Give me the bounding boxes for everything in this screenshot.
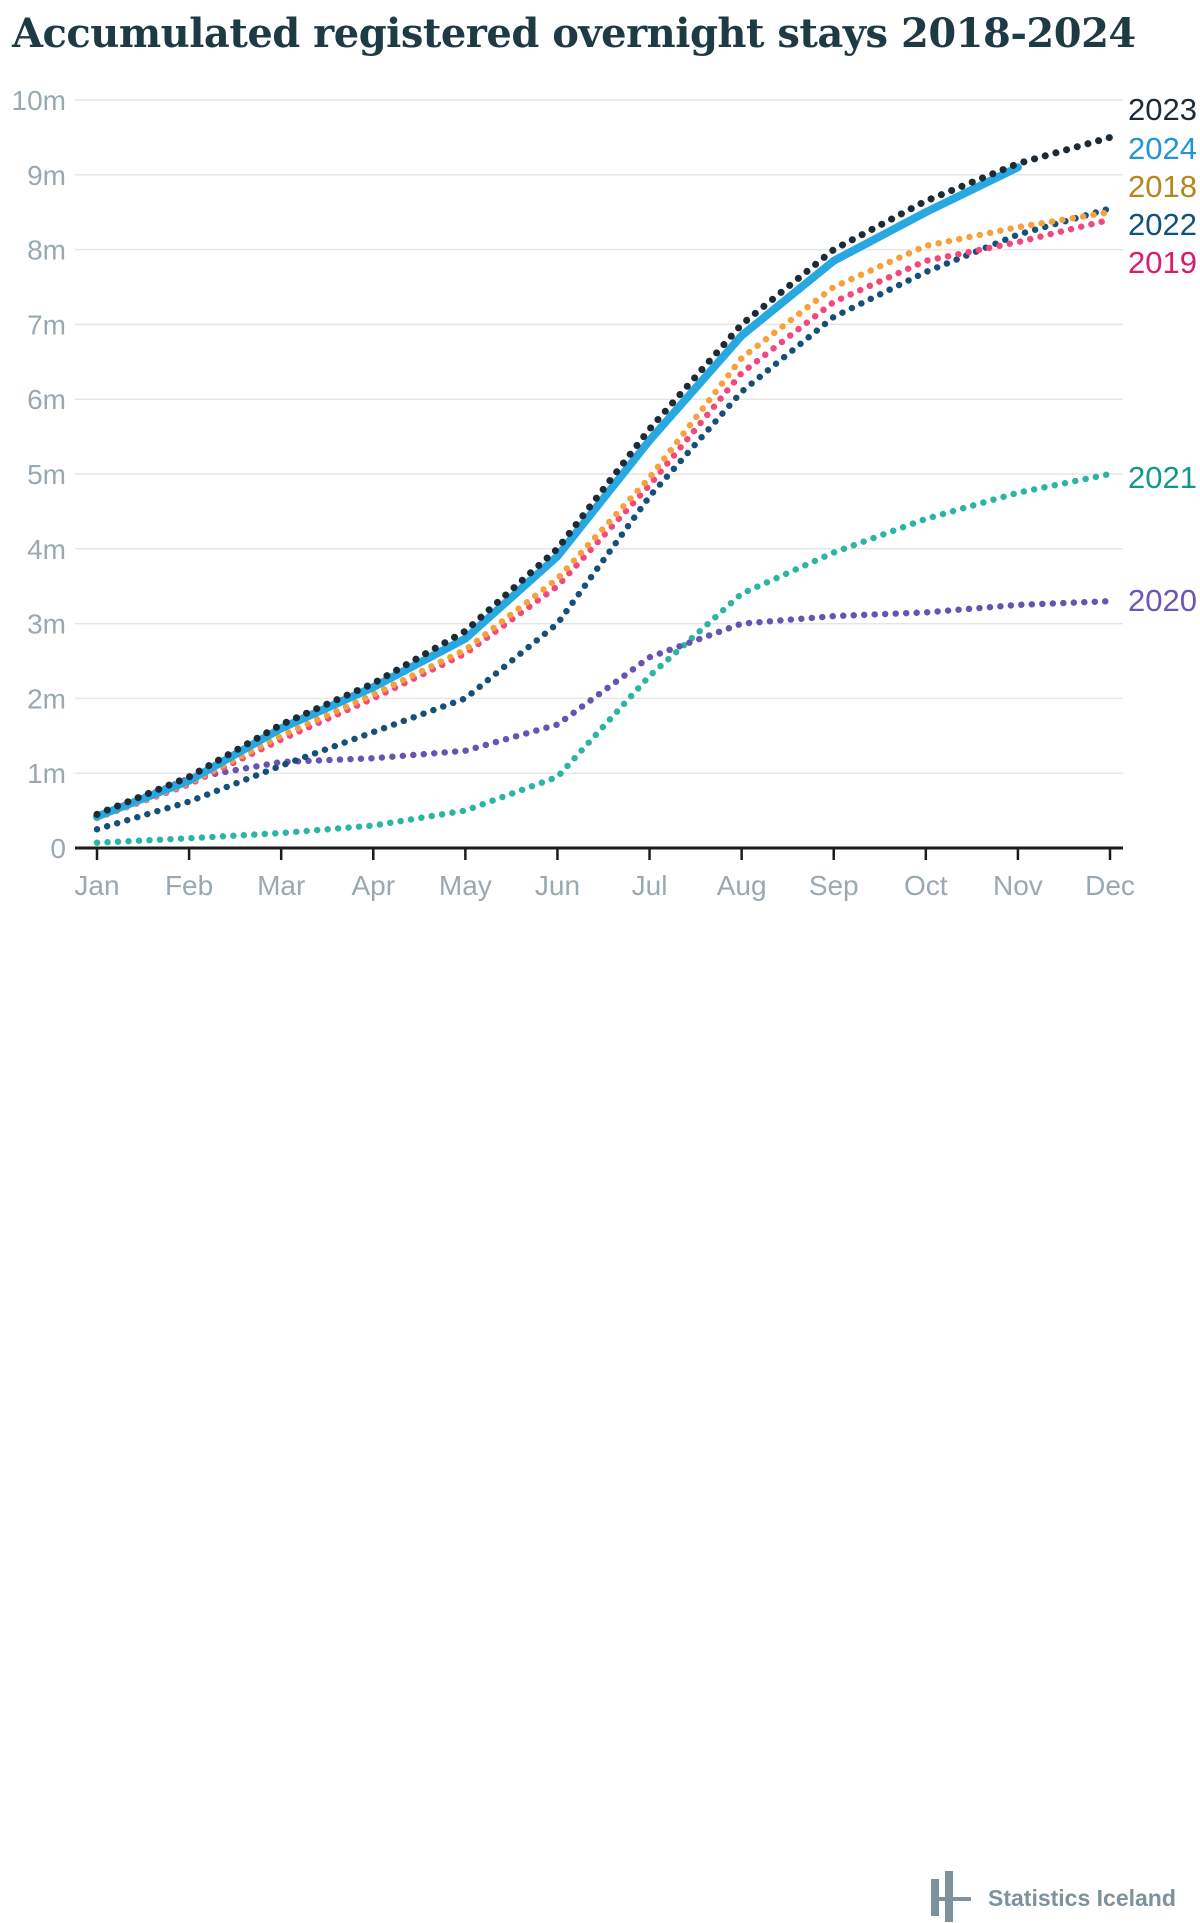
x-axis-label-Apr: Apr [351,870,395,901]
series-line-2018 [93,208,1114,822]
statistics-iceland-logo-icon [931,1871,975,1923]
x-axis-label-Dec: Dec [1085,870,1135,901]
legend-label-2020: 2020 [1128,583,1197,618]
series-line-2021 [93,470,1114,846]
x-axis-label-Oct: Oct [904,870,948,901]
y-axis-label-0: 0 [50,833,66,864]
footer: Statistics Iceland [0,930,1200,1922]
series-line-2023 [93,133,1114,818]
y-axis-label-8m: 8m [27,235,66,266]
x-axis-label-Feb: Feb [165,870,213,901]
y-axis-label-9m: 9m [27,160,66,191]
series-line-2024 [93,163,1022,821]
series-line-2019 [93,216,1114,822]
x-axis-label-Aug: Aug [717,870,767,901]
series-line-2020 [93,597,1114,820]
y-axis-label-5m: 5m [27,459,66,490]
series-line-2022 [93,205,1114,833]
brand-name: Statistics Iceland [988,1885,1176,1911]
legend-label-2023: 2023 [1128,92,1197,127]
x-axis-label-Jun: Jun [535,870,580,901]
x-axis-label-Nov: Nov [993,870,1043,901]
legend-label-2019: 2019 [1128,245,1197,280]
y-axis-label-3m: 3m [27,609,66,640]
x-axis-label-Mar: Mar [257,870,305,901]
overnight-stays-line-chart: 0 1m 2m 3m 4m 5m 6m 7m 8m 9m 10m Jan Feb Mar Apr May Jun… [12,85,1135,901]
y-axis-label-1m: 1m [27,758,66,789]
legend-label-2024: 2024 [1128,131,1197,166]
legend-label-2021: 2021 [1128,460,1197,495]
y-axis-label-6m: 6m [27,384,66,415]
logo-bar-cross [931,1897,971,1901]
x-axis-label-May: May [439,870,492,901]
y-axis-label-7m: 7m [27,309,66,340]
legend-label-2018: 2018 [1128,169,1197,204]
page-title: Accumulated registered overnight stays 2… [12,10,1136,57]
legend-label-2022: 2022 [1128,207,1197,242]
y-axis-label-4m: 4m [27,534,66,565]
x-axis-label-Jan: Jan [74,870,119,901]
x-axis-label-Sep: Sep [809,870,859,901]
y-axis-label-2m: 2m [27,683,66,714]
y-axis-label-10m: 10m [12,85,66,116]
x-axis-label-Jul: Jul [632,870,668,901]
